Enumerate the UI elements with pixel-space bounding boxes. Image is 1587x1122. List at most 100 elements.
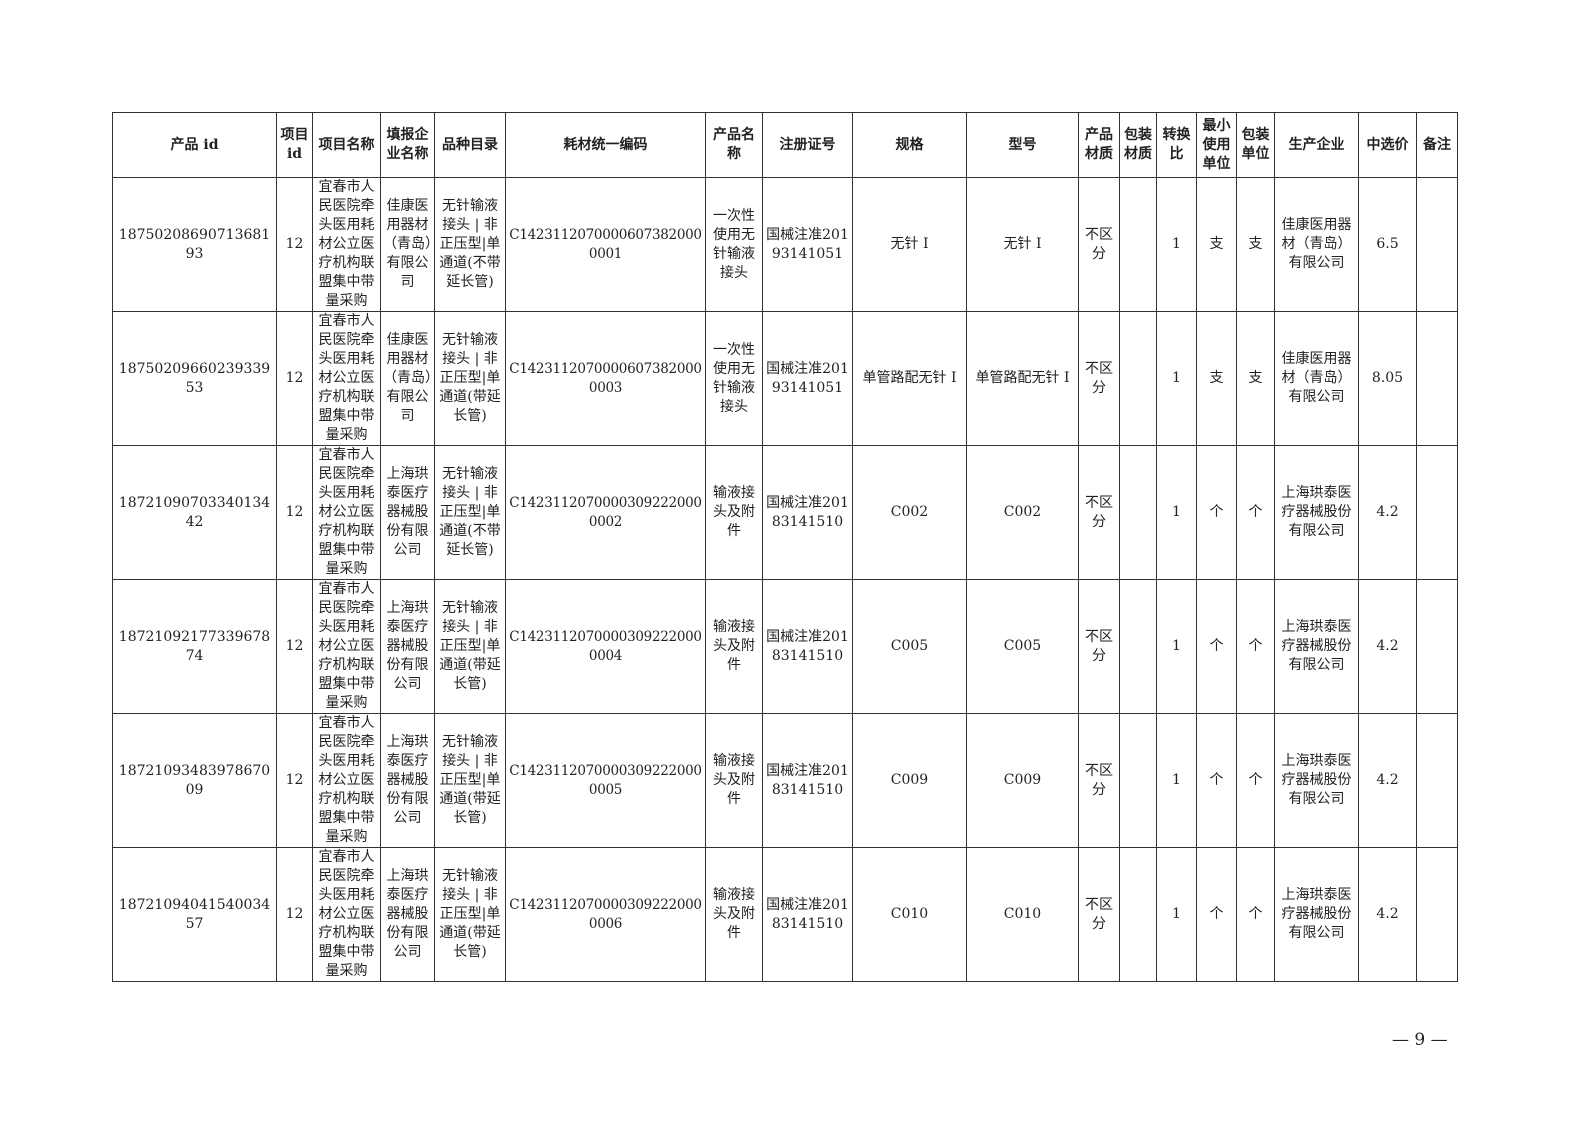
table-cell: 上海珙泰医疗器械股份有限公司: [380, 847, 435, 982]
table-cell: 8.05: [1358, 311, 1417, 446]
table-cell: 无针 I: [966, 177, 1079, 312]
table-cell: C14231120700006073820000001: [505, 177, 706, 312]
table-row: 1872109404154003457 12 宜春市人民医院牵头医用耗材公立医疗机构…: [112, 847, 1458, 982]
table-cell: C002: [852, 445, 967, 580]
table-cell: [1119, 311, 1157, 446]
table-cell: 上海珙泰医疗器械股份有限公司: [380, 713, 435, 848]
table-cell: 1: [1156, 847, 1197, 982]
column-header: 规格: [852, 112, 967, 178]
table-cell: 1872109217733967874: [112, 579, 277, 714]
table-cell: C010: [966, 847, 1079, 982]
table-cell: 国械注准20183141510: [762, 445, 853, 580]
table-cell: 12: [276, 579, 313, 714]
table-cell: [1119, 177, 1157, 312]
table-row: 1875020966023933953 12 宜春市人民医院牵头医用耗材公立医疗机构…: [112, 311, 1458, 446]
table-cell: 佳康医用器材（青岛）有限公司: [1274, 177, 1359, 312]
table-cell: [1416, 311, 1458, 446]
table-cell: 宜春市人民医院牵头医用耗材公立医疗机构联盟集中带量采购: [312, 311, 381, 446]
table-cell: 不区分: [1078, 311, 1120, 446]
table-cell: 12: [276, 311, 313, 446]
table-cell: 1: [1156, 713, 1197, 848]
table-cell: [1119, 847, 1157, 982]
table-cell: 1: [1156, 311, 1197, 446]
table-cell: 宜春市人民医院牵头医用耗材公立医疗机构联盟集中带量采购: [312, 177, 381, 312]
table-cell: 上海珙泰医疗器械股份有限公司: [1274, 847, 1359, 982]
table-cell: C010: [852, 847, 967, 982]
table-cell: 单管路配无针 I: [852, 311, 967, 446]
table-cell: 1: [1156, 579, 1197, 714]
table-cell: [1416, 579, 1458, 714]
table-cell: 上海珙泰医疗器械股份有限公司: [1274, 713, 1359, 848]
table-cell: 个: [1236, 579, 1275, 714]
table-cell: 不区分: [1078, 177, 1120, 312]
table-cell: 输液接头及附件: [705, 713, 763, 848]
table-cell: 支: [1236, 177, 1275, 312]
table-cell: [1416, 713, 1458, 848]
column-header: 产品名称: [705, 112, 763, 178]
table-cell: 支: [1196, 311, 1237, 446]
table-cell: C009: [966, 713, 1079, 848]
table-cell: 上海珙泰医疗器械股份有限公司: [1274, 579, 1359, 714]
table-cell: 个: [1196, 579, 1237, 714]
column-header: 项目 id: [276, 112, 313, 178]
table-cell: 12: [276, 847, 313, 982]
table-row: 1872109070334013442 12 宜春市人民医院牵头医用耗材公立医疗机构…: [112, 445, 1458, 580]
table-cell: C14231120700003092220000006: [505, 847, 706, 982]
table-cell: 支: [1236, 311, 1275, 446]
table-cell: 宜春市人民医院牵头医用耗材公立医疗机构联盟集中带量采购: [312, 579, 381, 714]
table-cell: 宜春市人民医院牵头医用耗材公立医疗机构联盟集中带量采购: [312, 713, 381, 848]
table-cell: [1416, 177, 1458, 312]
table-cell: 1: [1156, 445, 1197, 580]
table-cell: 上海珙泰医疗器械股份有限公司: [1274, 445, 1359, 580]
table-cell: 无针输液接头 | 非正压型|单通道(带延长管): [434, 847, 506, 982]
table-cell: [1416, 847, 1458, 982]
table-cell: [1416, 445, 1458, 580]
table-cell: 国械注准20193141051: [762, 311, 853, 446]
table-cell: [1119, 579, 1157, 714]
table-cell: 佳康医用器材（青岛）有限公司: [380, 177, 435, 312]
table-cell: 个: [1196, 445, 1237, 580]
table-cell: 无针 I: [852, 177, 967, 312]
table-cell: [1119, 713, 1157, 848]
table-cell: 12: [276, 177, 313, 312]
table-cell: 无针输液接头 | 非正压型|单通道(不带延长管): [434, 177, 506, 312]
column-header: 型号: [966, 112, 1079, 178]
table-row: 1875020869071368193 12 宜春市人民医院牵头医用耗材公立医疗机构…: [112, 177, 1458, 312]
table-row: 1872109217733967874 12 宜春市人民医院牵头医用耗材公立医疗机构…: [112, 579, 1458, 714]
table-cell: 输液接头及附件: [705, 579, 763, 714]
column-header: 转换比: [1156, 112, 1197, 178]
table-cell: 一次性使用无针输液接头: [705, 311, 763, 446]
table-cell: 无针输液接头 | 非正压型|单通道(带延长管): [434, 713, 506, 848]
table-cell: 1872109404154003457: [112, 847, 277, 982]
table-cell: C14231120700006073820000003: [505, 311, 706, 446]
table-cell: 1872109348397867009: [112, 713, 277, 848]
table-cell: 佳康医用器材（青岛）有限公司: [1274, 311, 1359, 446]
table-cell: 不区分: [1078, 579, 1120, 714]
column-header: 注册证号: [762, 112, 853, 178]
table-cell: 12: [276, 445, 313, 580]
table-cell: 国械注准20183141510: [762, 579, 853, 714]
table-row: 1872109348397867009 12 宜春市人民医院牵头医用耗材公立医疗机构…: [112, 713, 1458, 848]
table-cell: C14231120700003092220000004: [505, 579, 706, 714]
column-header: 包装单位: [1236, 112, 1275, 178]
table-cell: 1875020869071368193: [112, 177, 277, 312]
table-cell: 上海珙泰医疗器械股份有限公司: [380, 445, 435, 580]
table-cell: [1119, 445, 1157, 580]
column-header: 耗材统一编码: [505, 112, 706, 178]
table-cell: 个: [1196, 713, 1237, 848]
column-header: 包装材质: [1119, 112, 1157, 178]
table-cell: 12: [276, 713, 313, 848]
table-cell: C002: [966, 445, 1079, 580]
column-header: 最小使用单位: [1196, 112, 1237, 178]
column-header: 中选价: [1358, 112, 1417, 178]
table-cell: 国械注准20183141510: [762, 713, 853, 848]
table-cell: 宜春市人民医院牵头医用耗材公立医疗机构联盟集中带量采购: [312, 445, 381, 580]
table-header-row: 产品 id 项目 id 项目名称 填报企业名称 品种目录 耗材统一编码 产品名称 注册证号 规格…: [112, 112, 1458, 178]
table-cell: 无针输液接头 | 非正压型|单通道(带延长管): [434, 579, 506, 714]
table-cell: 个: [1236, 713, 1275, 848]
table-cell: 不区分: [1078, 445, 1120, 580]
table-cell: 输液接头及附件: [705, 847, 763, 982]
procurement-table: 产品 id 项目 id 项目名称 填报企业名称 品种目录 耗材统一编码 产品名称 注册证号 规格…: [112, 112, 1458, 982]
table-cell: 单管路配无针 I: [966, 311, 1079, 446]
table-cell: 国械注准20193141051: [762, 177, 853, 312]
